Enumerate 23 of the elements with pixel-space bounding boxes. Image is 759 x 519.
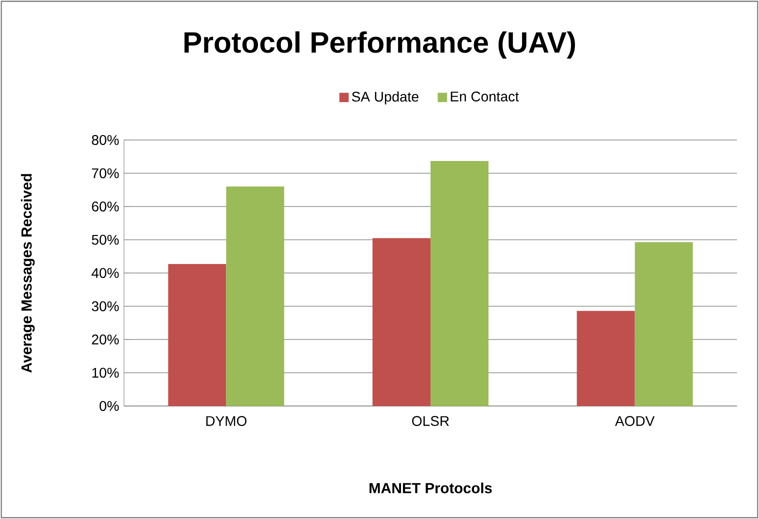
y-tick-label: 80% xyxy=(92,135,119,145)
x-axis-title: MANET Protocols xyxy=(370,482,492,494)
y-tick-label: 20% xyxy=(92,334,119,344)
bar xyxy=(634,242,693,406)
x-tick-label: AODV xyxy=(615,416,655,426)
y-axis-title: Average Messages Received xyxy=(20,174,35,373)
y-tick-label: 50% xyxy=(92,234,119,245)
x-tick-label: DYMO xyxy=(206,416,246,426)
y-tick-label: 60% xyxy=(92,202,119,212)
y-tick-label: 30% xyxy=(92,301,119,312)
x-tick-label: OLSR xyxy=(412,416,449,426)
y-tick-label: 70% xyxy=(92,168,119,178)
bar xyxy=(168,264,226,406)
bar xyxy=(430,160,489,406)
bar xyxy=(576,310,635,406)
y-tick-label: 0% xyxy=(100,401,119,411)
y-tick-label: 40% xyxy=(92,268,119,278)
legend-label: En Contact xyxy=(450,92,519,102)
y-tick-label: 10% xyxy=(92,368,119,378)
chart-title: Protocol Performance (UAV) xyxy=(184,31,575,59)
bar xyxy=(226,186,284,406)
legend-label: SA Update xyxy=(352,91,418,104)
bar xyxy=(372,238,431,406)
